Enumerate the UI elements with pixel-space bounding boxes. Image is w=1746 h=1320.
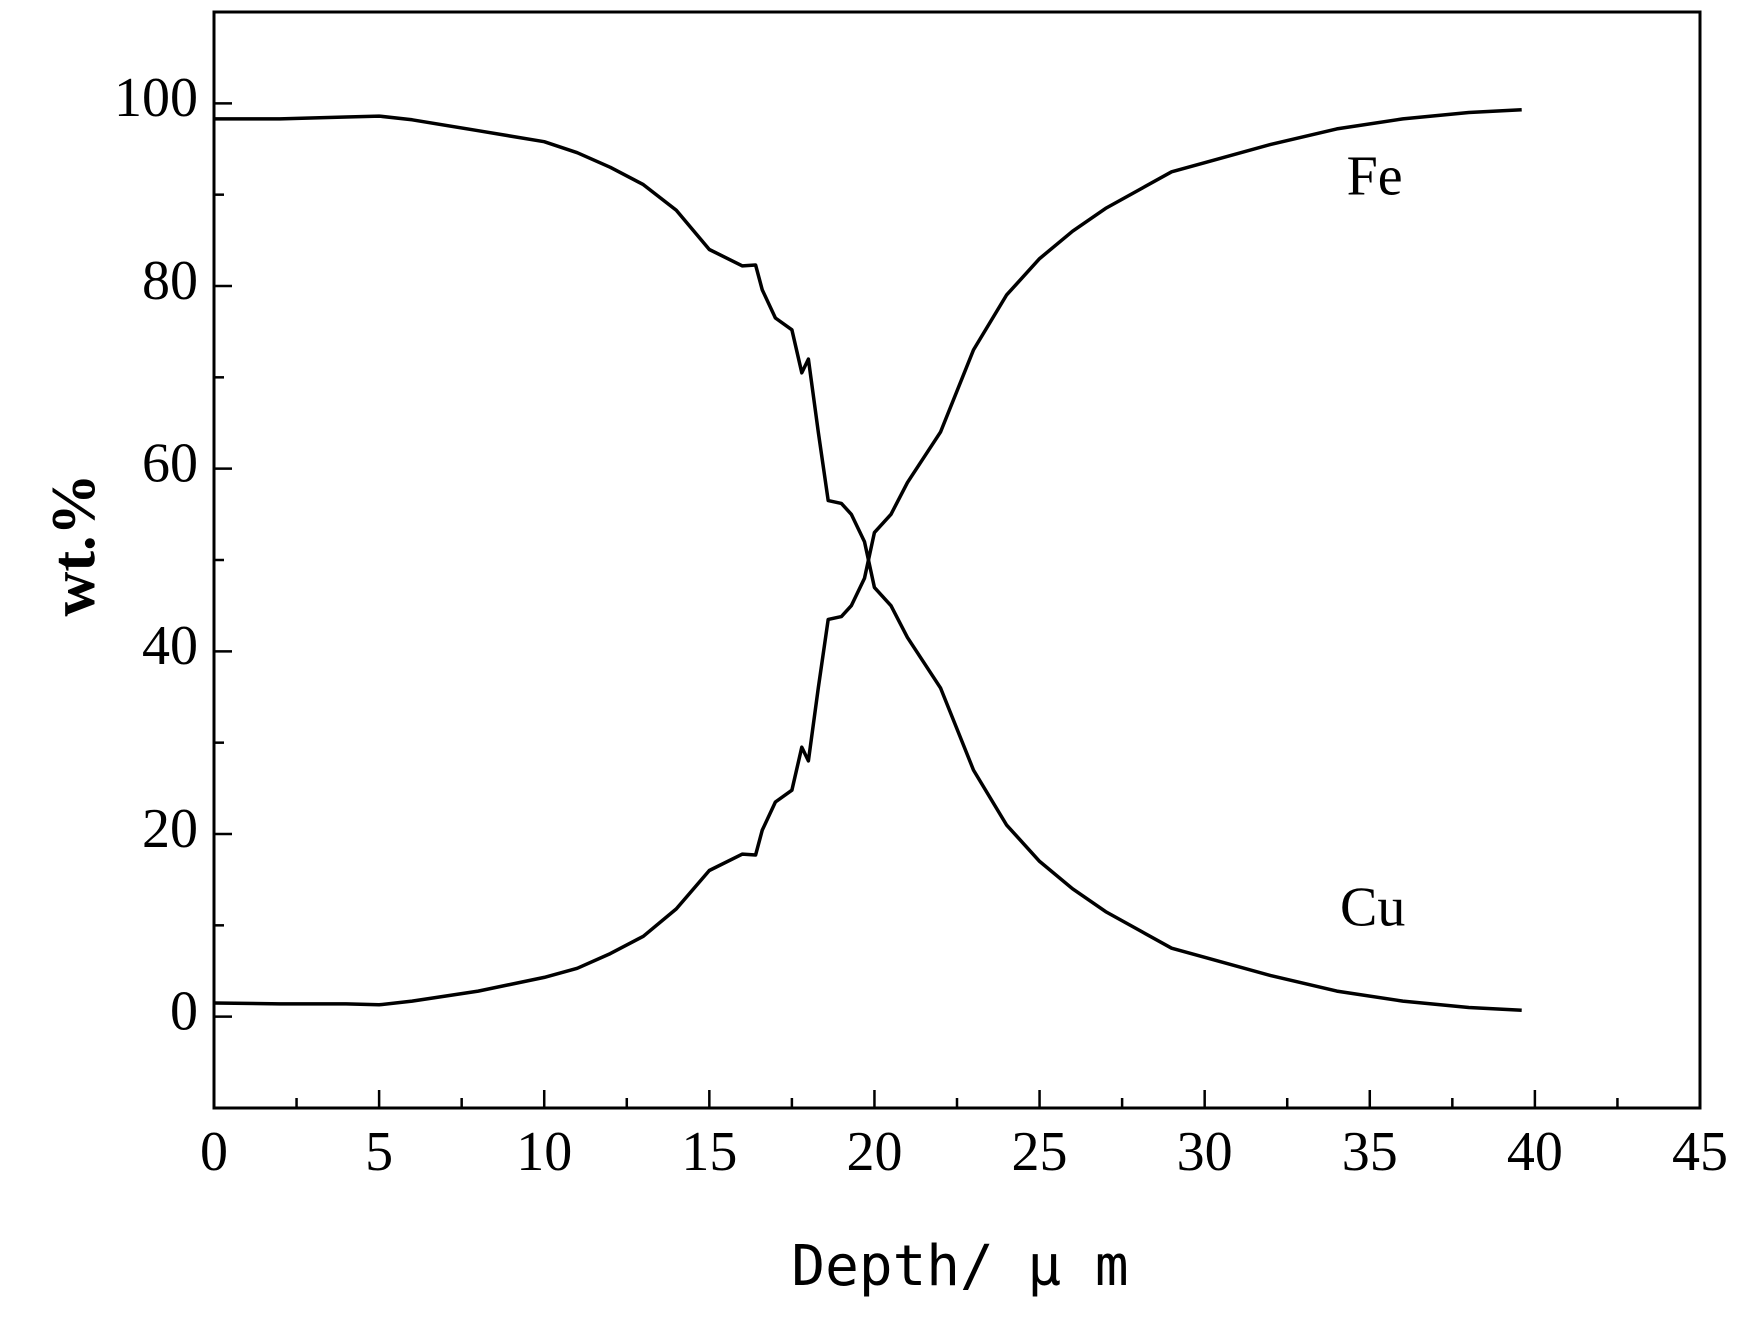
x-tick-label: 45 (1672, 1121, 1728, 1183)
series-label-layer: Fe Cu (1340, 146, 1405, 939)
y-tick-label: 60 (142, 433, 198, 495)
x-tick-label: 30 (1177, 1121, 1233, 1183)
y-tick-label: 80 (142, 250, 198, 312)
plot-frame (212, 10, 1702, 1110)
x-tick-label: 35 (1342, 1121, 1398, 1183)
x-axis-label: Depth/ μ m (791, 1234, 1128, 1299)
y-axis-label: wt.% (40, 474, 108, 617)
x-tick-label: 40 (1507, 1121, 1563, 1183)
y-tick-label: 100 (114, 67, 198, 129)
series-line-cu (214, 114, 1522, 1013)
x-tick-label: 10 (516, 1121, 572, 1183)
y-tick-label: 20 (142, 798, 198, 860)
x-tick-label: 5 (365, 1121, 393, 1183)
y-tick-label: 40 (142, 615, 198, 677)
x-axis: 0 5 10 15 20 25 30 35 40 45 (200, 1090, 1728, 1183)
y-axis: 0 20 40 60 80 100 (114, 67, 232, 1043)
series-layer (213, 107, 1522, 1013)
series-line-fe (213, 107, 1522, 1007)
series-label-cu: Cu (1340, 876, 1405, 938)
x-tick-label: 0 (200, 1121, 228, 1183)
series-label-fe: Fe (1347, 146, 1403, 208)
x-tick-label: 15 (681, 1121, 737, 1183)
y-tick-label: 0 (170, 981, 198, 1043)
x-tick-label: 25 (1012, 1121, 1068, 1183)
x-tick-label: 20 (846, 1121, 902, 1183)
